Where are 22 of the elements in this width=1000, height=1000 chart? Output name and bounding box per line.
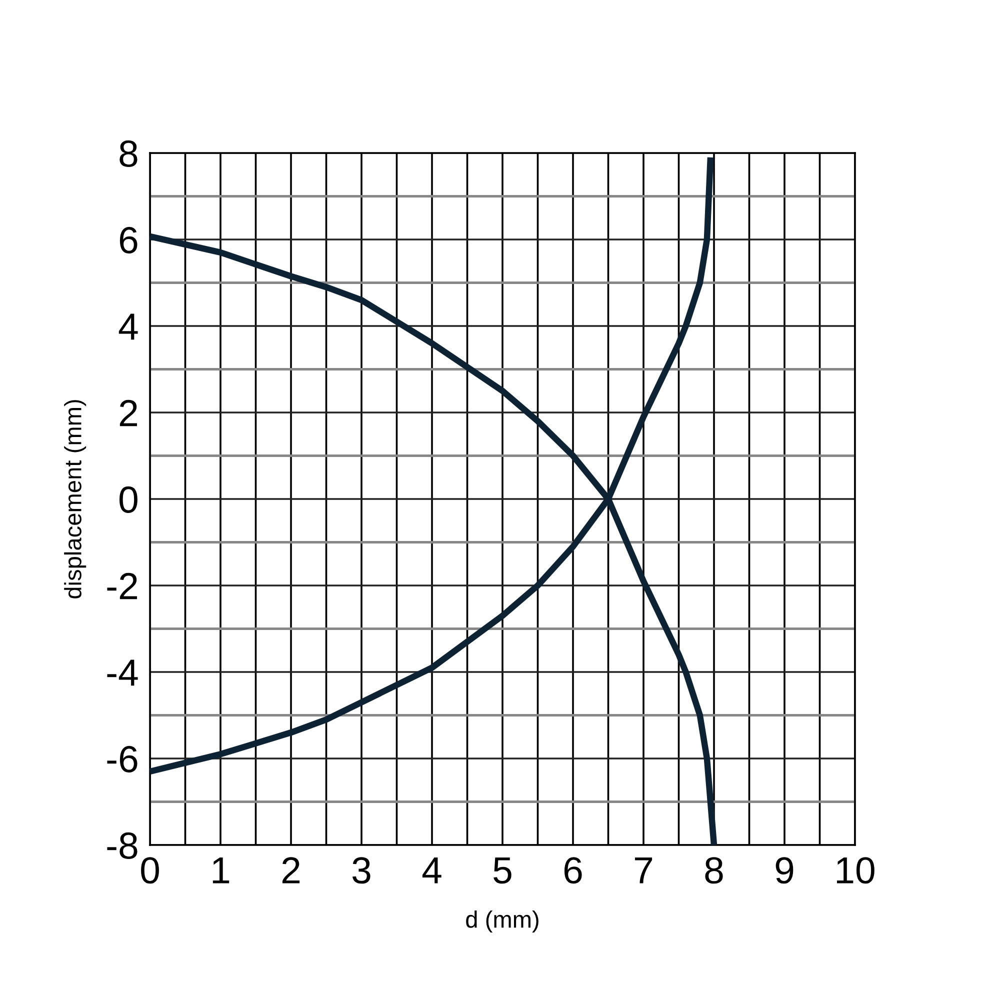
x-tick-label: 0 (141, 857, 159, 884)
x-tick-label: 1 (212, 857, 230, 884)
x-tick-label: 7 (634, 857, 652, 884)
x-tick-label: 8 (705, 857, 723, 884)
x-axis-title: d (mm) (466, 910, 538, 933)
x-tick-label: 6 (564, 857, 582, 884)
x-tick-label: 4 (422, 857, 442, 884)
y-tick-label: 8 (120, 140, 138, 167)
x-tick-label: 5 (494, 857, 512, 884)
x-tick-label: 9 (776, 857, 794, 884)
y-axis-title: displacement (mm) (64, 400, 86, 598)
x-tick-label: 2 (282, 857, 300, 884)
y-tick-label: -6 (107, 746, 138, 772)
y-tick-label: 0 (120, 486, 138, 513)
y-tick-label: -4 (107, 660, 138, 686)
y-tick-label: 4 (118, 314, 138, 340)
y-tick-label: 6 (120, 226, 138, 254)
x-tick-label: 10 (837, 857, 874, 884)
x-tick-label: 3 (352, 857, 370, 884)
y-tick-label: -8 (107, 832, 138, 859)
y-tick-label: 2 (120, 400, 138, 426)
y-tick-label: -2 (107, 572, 138, 600)
